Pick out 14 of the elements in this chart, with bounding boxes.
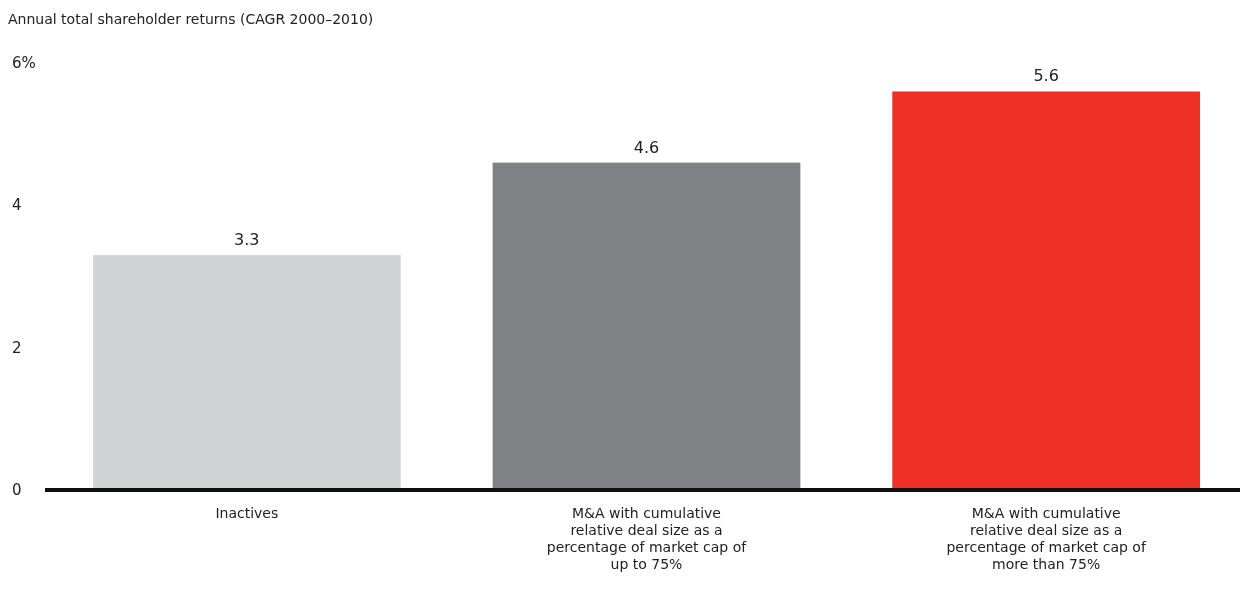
y-tick-label: 6% xyxy=(12,54,36,72)
data-label: 4.6 xyxy=(633,137,660,157)
bar xyxy=(492,162,801,490)
y-tick-label: 2 xyxy=(12,338,22,357)
bar xyxy=(92,255,401,490)
x-tick-label: M&A with cumulative relative deal size as a percentage of market cap of up to 75% xyxy=(546,505,748,572)
data-label: 5.6 xyxy=(1033,66,1059,86)
y-tick-label: 0 xyxy=(12,481,22,499)
bar xyxy=(892,91,1201,490)
x-tick-label: Inactives xyxy=(215,505,279,521)
y-tick-label: 4 xyxy=(12,196,22,215)
x-tick-label: M&A with cumulative relative deal size as a percentage of market cap of more than 75% xyxy=(946,505,1147,572)
chart-title: Annual total shareholder returns (CAGR 2000–2010) xyxy=(8,11,374,27)
data-label: 3.3 xyxy=(234,230,260,250)
